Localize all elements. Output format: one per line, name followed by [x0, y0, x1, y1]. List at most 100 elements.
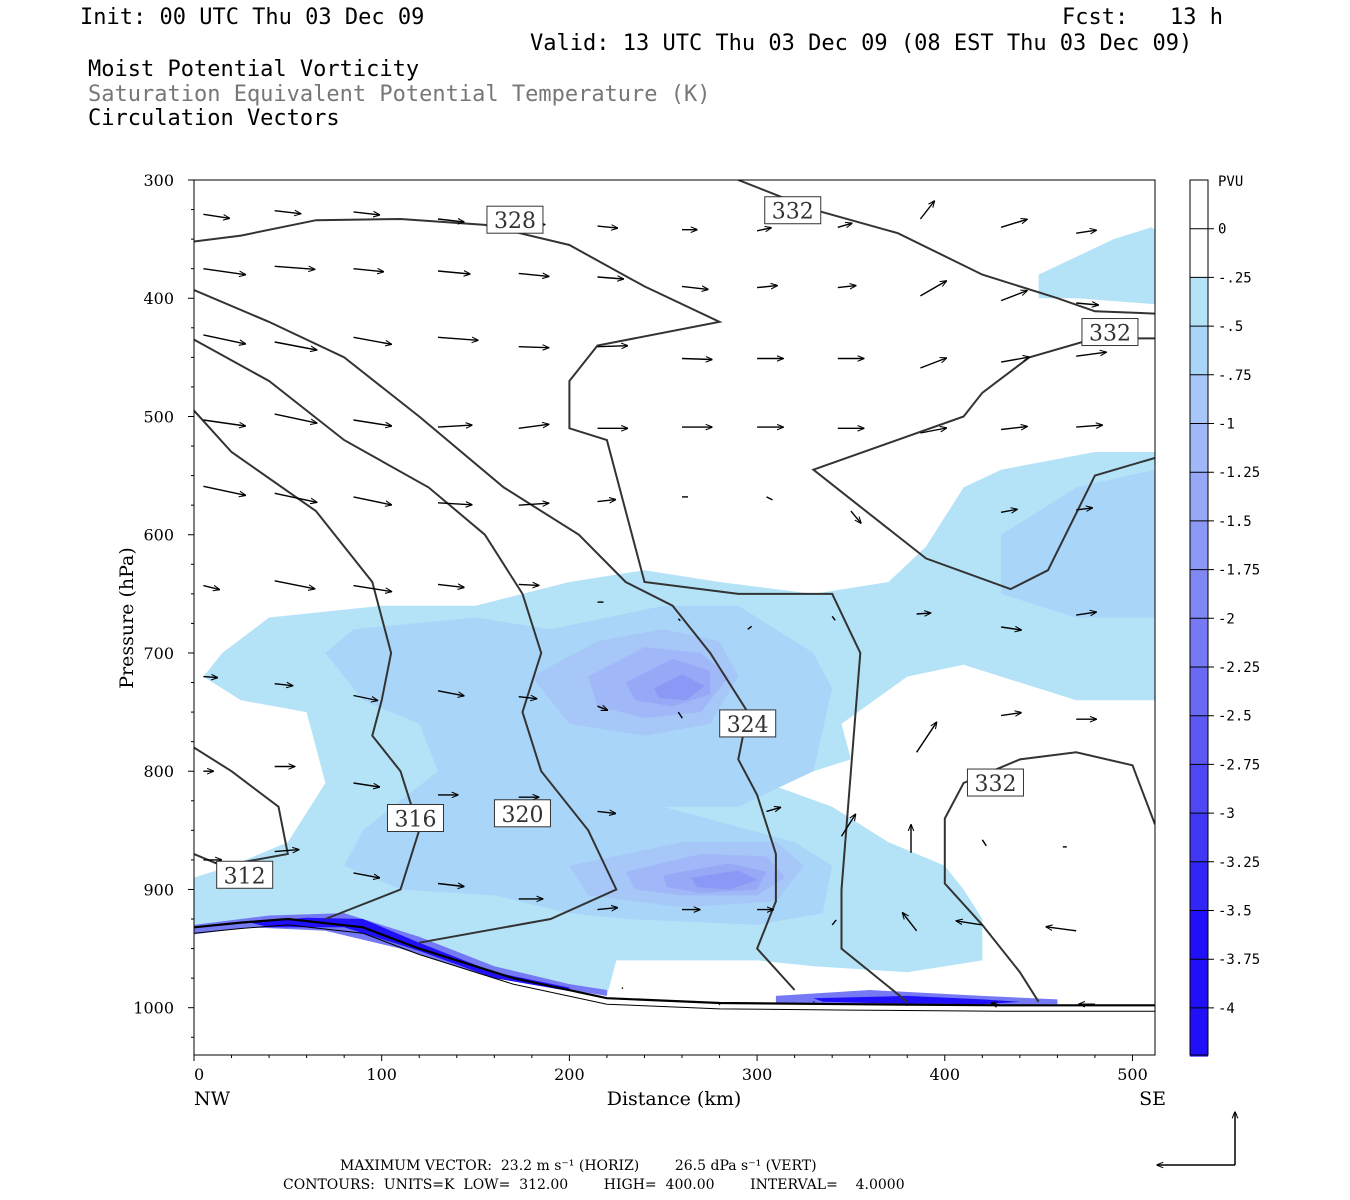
colorbar-label: -.25	[1218, 270, 1252, 286]
circulation-vector	[353, 496, 392, 505]
circulation-vector	[274, 684, 293, 686]
circulation-vector	[677, 711, 683, 719]
colorbar-swatch	[1190, 618, 1208, 667]
colorbar-label: -1.25	[1218, 465, 1260, 481]
contour-label-box	[386, 804, 444, 833]
colorbar: PVU 0 -.25 -.5 -.75 -1 -1.25 -1.5 -1.75 -2 -2.25 -2…	[1189, 174, 1260, 1057]
circulation-vector	[756, 228, 771, 231]
circulation-vector	[518, 273, 549, 276]
colorbar-label: -4	[1218, 1001, 1235, 1017]
circulation-vectors	[203, 201, 1106, 1005]
forecast-hours: 13 h	[1170, 5, 1223, 30]
circulation-vector	[1000, 627, 1021, 630]
colorbar-swatch	[1190, 1007, 1208, 1057]
field-title-vectors: Circulation Vectors	[88, 106, 340, 131]
circulation-vector	[920, 428, 946, 434]
y-tick-label: 700	[143, 644, 174, 663]
circulation-vector	[1076, 352, 1106, 357]
circulation-vector	[518, 347, 549, 348]
circulation-vector	[1000, 219, 1027, 228]
x-end-label-left: NW	[194, 1088, 231, 1110]
contour-label-box	[216, 860, 274, 889]
circulation-vector	[1046, 927, 1077, 932]
colorbar-swatch	[1190, 764, 1208, 814]
circulation-vector	[518, 584, 539, 585]
field-title-mpv: Moist Potential Vorticity	[88, 57, 420, 82]
colorbar-swatch	[1190, 277, 1208, 327]
colorbar-swatch	[1190, 472, 1208, 521]
colorbar-swatch	[1190, 423, 1208, 473]
reference-vector-icon	[1157, 1112, 1235, 1165]
contour-label-box	[493, 799, 551, 828]
circulation-vector	[920, 358, 946, 369]
circulation-vector	[850, 510, 861, 523]
colorbar-label: -.75	[1218, 368, 1252, 384]
circulation-vector	[203, 334, 245, 344]
circulation-vector	[353, 419, 392, 426]
colorbar-swatch	[1190, 326, 1208, 375]
contour-label-box	[1081, 318, 1139, 347]
circulation-vector	[597, 226, 618, 228]
mpv-region	[691, 870, 758, 890]
circulation-vector	[274, 413, 317, 423]
colorbar-title: PVU	[1218, 174, 1243, 190]
circulation-vector	[597, 500, 616, 502]
colorbar-label: 0	[1218, 222, 1226, 238]
circulation-vector	[831, 615, 836, 621]
colorbar-label: -3.5	[1218, 904, 1252, 920]
colorbar-label: -1	[1218, 417, 1235, 433]
circulation-vector	[991, 1003, 1002, 1005]
terrain-surface	[194, 917, 1155, 1012]
contour-label: 324	[727, 713, 769, 738]
circulation-vector	[956, 921, 983, 926]
circulation-vector	[274, 341, 317, 350]
circulation-vector	[837, 286, 856, 288]
circulation-vector	[437, 425, 472, 427]
colorbar-label: -1.5	[1218, 514, 1252, 530]
x-tick-label: 500	[1117, 1065, 1148, 1084]
theta-es-contours	[194, 180, 1155, 1003]
colorbar-label: -2.5	[1218, 709, 1252, 725]
x-tick-label: 100	[366, 1065, 397, 1084]
circulation-vector	[274, 492, 317, 502]
colorbar-swatch	[1190, 520, 1208, 570]
colorbar-swatch	[1190, 715, 1208, 765]
y-tick-label: 500	[143, 407, 174, 426]
circulation-vector	[203, 268, 245, 275]
circulation-vector	[353, 269, 384, 272]
colorbar-swatch	[1190, 374, 1208, 424]
circulation-vector	[597, 908, 618, 910]
circulation-vector	[353, 212, 380, 215]
circulation-vector	[437, 271, 470, 274]
x-tick-label: 400	[930, 1065, 961, 1084]
circulation-vector	[274, 580, 315, 589]
circulation-vector	[437, 337, 478, 340]
init-time: Init: 00 UTC Thu 03 Dec 09	[80, 5, 425, 30]
circulation-vector	[1076, 303, 1098, 305]
circulation-vector	[353, 694, 378, 701]
circulation-vector	[274, 850, 299, 852]
circulation-vector	[518, 697, 537, 699]
colorbar-swatch	[1190, 910, 1208, 960]
plot-frame	[193, 179, 1156, 1056]
contour-label: 316	[394, 808, 436, 833]
circulation-vector	[353, 782, 380, 787]
contour-label: 332	[1089, 322, 1131, 347]
field-title-theta-es: Saturation Equivalent Potential Temperat…	[88, 82, 711, 107]
circulation-vector	[1001, 427, 1027, 430]
circulation-vector	[203, 419, 245, 426]
circulation-vector	[1000, 713, 1021, 716]
circulation-vector	[919, 201, 934, 220]
colorbar-label: -2.75	[1218, 757, 1260, 773]
circulation-vector	[831, 919, 837, 926]
circulation-vector	[621, 987, 624, 990]
theta-es-contour	[194, 289, 796, 991]
colorbar-swatch	[1190, 861, 1208, 911]
x-end-label-right: SE	[1139, 1088, 1166, 1110]
circulation-vector	[766, 807, 781, 811]
valid-time: Valid: 13 UTC Thu 03 Dec 09 (08 EST Thu …	[530, 31, 1193, 56]
circulation-vector	[437, 690, 464, 696]
circulation-vector	[203, 213, 229, 218]
axes: 300 400 500 600 700 800 900 1000 0 100 200 300 400 50…	[133, 171, 1147, 1084]
